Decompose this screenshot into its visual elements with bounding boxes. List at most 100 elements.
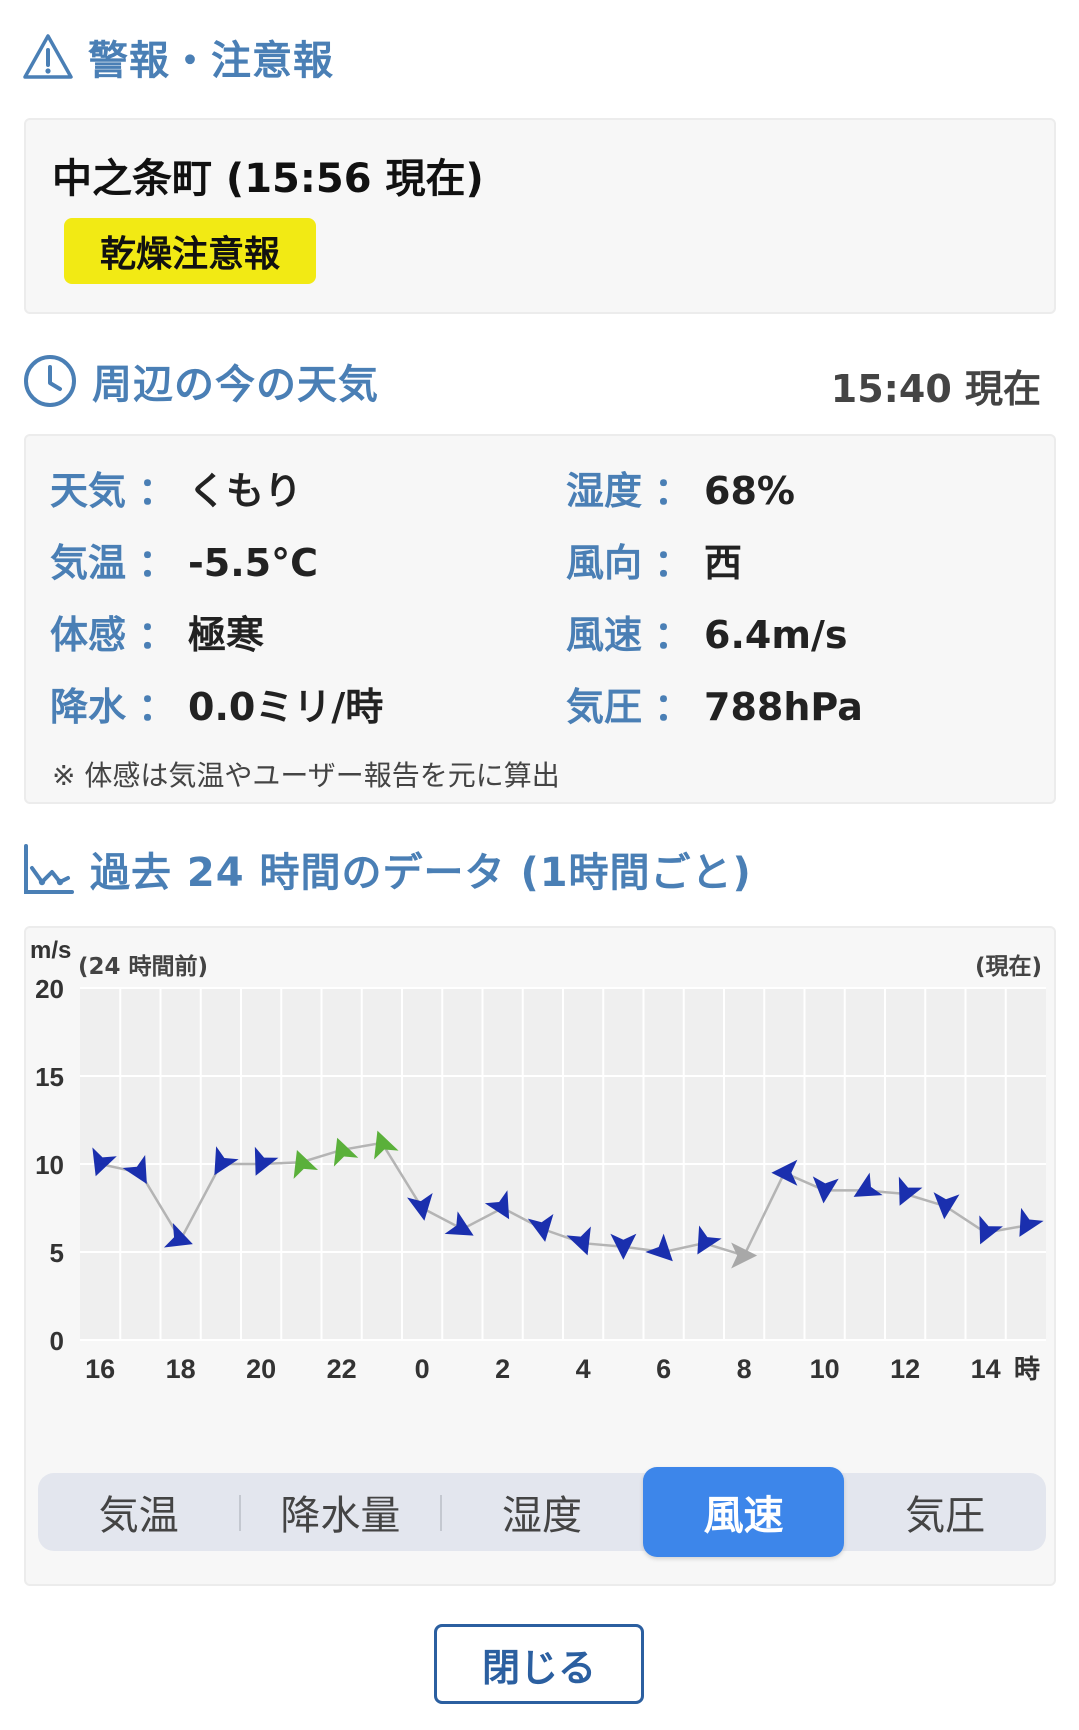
clock-icon	[24, 355, 76, 407]
tab-0[interactable]: 気温	[98, 1493, 179, 1539]
x-tick-label: 22	[327, 1354, 357, 1384]
weather-item: 風速： 6.4m/s	[566, 604, 847, 659]
warning-icon	[23, 34, 73, 79]
tab-4[interactable]: 気圧	[905, 1493, 986, 1539]
x-tick-label: 16	[85, 1354, 115, 1384]
x-tick-label: 6	[656, 1354, 671, 1384]
weather-item-separator: ：	[138, 685, 177, 729]
wind-direction-marker	[979, 1215, 1003, 1245]
wind-direction-marker	[645, 1233, 673, 1262]
weather-item-label: 風速	[566, 613, 643, 657]
x-tick-label: 4	[576, 1354, 591, 1384]
weather-item: 体感：極寒	[50, 604, 264, 659]
x-tick-label: 14	[971, 1354, 1001, 1384]
weather-item-value: -5.5°C	[188, 541, 319, 585]
wind-direction-marker	[163, 1223, 193, 1248]
x-tick-label: 20	[246, 1354, 276, 1384]
y-unit-label: m/s	[30, 937, 71, 964]
right-note: (現在)	[975, 953, 1042, 980]
wind-direction-marker	[527, 1214, 554, 1242]
weather-item-value: 68%	[704, 469, 795, 513]
weather-item: 湿度： 68%	[566, 460, 795, 515]
y-tick-label: 0	[50, 1326, 64, 1356]
y-tick-label: 10	[35, 1150, 64, 1180]
tab-3[interactable]: 風速	[642, 1467, 845, 1557]
weather-item-separator: ：	[138, 541, 177, 585]
close-button[interactable]: 閉じる	[434, 1624, 644, 1704]
tab-divider	[440, 1495, 443, 1531]
left-note: (24 時間前)	[78, 953, 208, 980]
current-weather-card: ※ 体感は気温やユーザー報告を元に算出 天気：くもり 湿度： 68% 気温： -5.5°…	[24, 434, 1056, 804]
tab-divider	[238, 1495, 241, 1531]
current-weather-header: 周辺の今の天気	[22, 352, 379, 410]
tab-1[interactable]: 降水量	[280, 1493, 401, 1539]
wind-direction-marker	[293, 1150, 319, 1179]
wind-speed-chart: 0 5 10 15 20 m/s (24 時間前) (現在) 16 18 20 22 0 2 4 6 8 10 12…	[30, 937, 1046, 1385]
wind-direction-marker	[898, 1176, 923, 1206]
history-header: 過去 24 時間のデータ (1時間ごと)	[22, 840, 752, 898]
wind-direction-marker	[214, 1146, 239, 1176]
weather-item-separator: ：	[654, 613, 693, 657]
wind-direction-marker	[731, 1242, 758, 1269]
weather-item-separator: ：	[138, 613, 177, 657]
weather-item: 降水： 0.0ミリ/時	[50, 676, 383, 731]
weather-item-separator: ：	[654, 541, 693, 585]
weather-item: 風向：西	[566, 532, 742, 587]
weather-item: 気温： -5.5°C	[50, 532, 318, 587]
wind-direction-marker	[484, 1190, 510, 1220]
wind-direction-marker	[697, 1225, 722, 1255]
wind-direction-marker	[566, 1226, 591, 1256]
weather-item-label: 気温	[50, 541, 127, 585]
weather-item-label: 天気	[50, 469, 127, 513]
history-card: 0 5 10 15 20 m/s (24 時間前) (現在) 16 18 20 22 0 2 4 6 8 10 12…	[24, 926, 1056, 1586]
weather-item-value: くもり	[188, 469, 303, 513]
x-tick-label: 2	[495, 1354, 510, 1384]
wind-direction-marker	[444, 1211, 474, 1236]
x-tick-label: 10	[810, 1354, 840, 1384]
current-weather-title: 周辺の今の天気	[92, 362, 379, 408]
weather-item-label: 気圧	[566, 685, 643, 729]
history-title: 過去 24 時間のデータ (1時間ごと)	[90, 850, 752, 896]
observation-time: 15:40 現在	[830, 367, 1041, 411]
weather-item-value: 0.0ミリ/時	[188, 685, 384, 729]
warning-section-header: 警報・注意報	[22, 28, 334, 86]
x-tick-label: 18	[166, 1354, 196, 1384]
feels-like-note: ※ 体感は気温やユーザー報告を元に算出	[52, 759, 560, 792]
warning-card: 中之条町 (15:56 現在) 乾燥注意報	[24, 118, 1056, 314]
x-tick-label: 8	[737, 1354, 752, 1384]
weather-item: 天気：くもり	[50, 460, 302, 515]
line-chart-icon	[24, 844, 74, 894]
warning-section-title: 警報・注意報	[88, 38, 334, 84]
x-unit-label: 時	[1014, 1355, 1040, 1385]
weather-item-label: 風向	[566, 541, 643, 585]
weather-item-value: 788hPa	[704, 685, 863, 729]
tab-2[interactable]: 湿度	[501, 1493, 582, 1539]
town-name: 中之条町 (15:56 現在)	[52, 156, 484, 202]
weather-item-separator: ：	[654, 469, 693, 513]
wind-direction-marker	[122, 1155, 147, 1185]
weather-item: 気圧： 788hPa	[566, 676, 863, 731]
wind-direction-marker	[933, 1192, 960, 1220]
weather-item-label: 湿度	[566, 469, 643, 513]
wind-direction-marker	[92, 1147, 117, 1177]
weather-item-separator: ：	[654, 685, 693, 729]
x-tick-label: 0	[415, 1354, 430, 1384]
wind-direction-marker	[374, 1130, 399, 1160]
y-tick-label: 15	[35, 1062, 64, 1092]
wind-direction-marker	[254, 1146, 279, 1176]
wind-direction-marker	[407, 1192, 433, 1221]
weather-item-label: 体感	[50, 613, 127, 657]
weather-item-value: 西	[704, 541, 743, 585]
weather-item-value: 極寒	[188, 613, 265, 657]
y-tick-label: 20	[35, 974, 64, 1004]
dry-weather-warning-badge[interactable]: 乾燥注意報	[64, 218, 316, 284]
wind-direction-marker	[1019, 1207, 1044, 1237]
wind-direction-marker	[610, 1233, 637, 1260]
data-type-tabs: 気温 降水量 湿度 風速 気圧	[38, 1467, 1046, 1557]
weather-item-separator: ：	[138, 469, 177, 513]
weather-item-label: 降水	[50, 685, 127, 729]
wind-direction-marker	[333, 1137, 359, 1167]
wind-direction-marker	[853, 1172, 883, 1197]
wind-direction-marker	[812, 1176, 839, 1204]
weather-item-value: 6.4m/s	[704, 613, 848, 657]
